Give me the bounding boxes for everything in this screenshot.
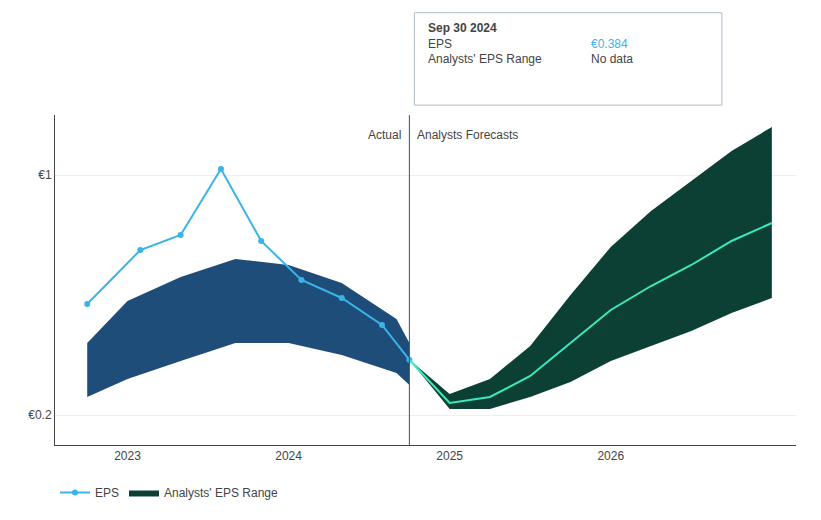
svg-text:Sep 30 2024EPSAnalysts' EPS Ra: Sep 30 2024EPSAnalysts' EPS Range	[428, 21, 542, 66]
svg-text:€0.2: €0.2	[28, 408, 52, 422]
svg-text:2023: 2023	[114, 449, 141, 463]
svg-text:Actual: Actual	[368, 128, 401, 142]
svg-text:€1: €1	[38, 168, 52, 182]
svg-text:2024: 2024	[275, 449, 302, 463]
svg-text:Analysts' EPS Range: Analysts' EPS Range	[164, 486, 278, 500]
svg-text:2025: 2025	[436, 449, 463, 463]
svg-text:EPS: EPS	[95, 486, 119, 500]
svg-text:€0.384No data: €0.384No data	[591, 21, 633, 66]
svg-text:Analysts Forecasts: Analysts Forecasts	[417, 128, 518, 142]
svg-text:2026: 2026	[597, 449, 624, 463]
